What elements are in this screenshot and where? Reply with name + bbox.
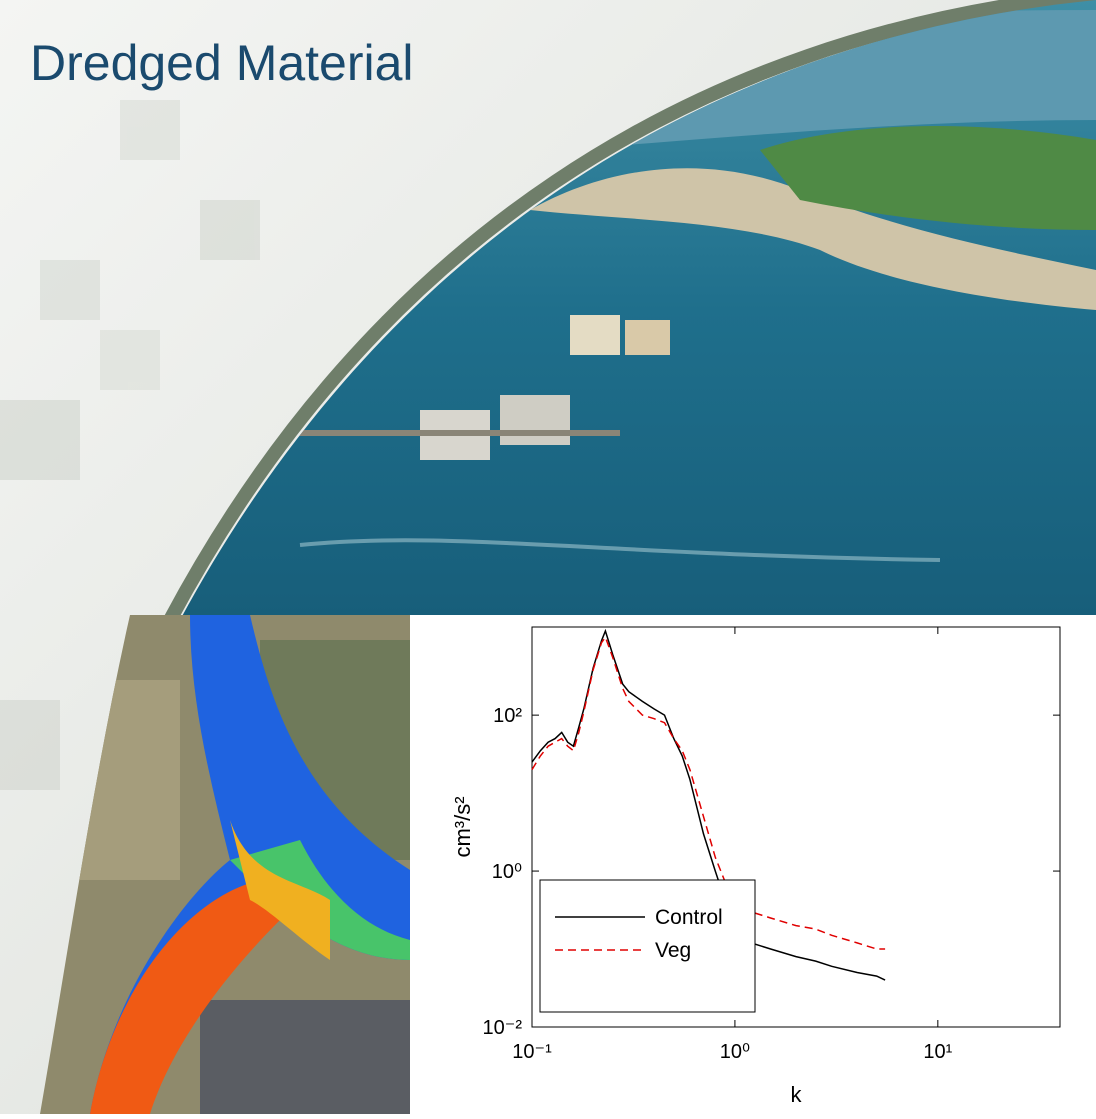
x-tick-label: 10¹ xyxy=(923,1041,952,1063)
slide-title: Dredged Material xyxy=(30,35,414,91)
legend-label: Control xyxy=(655,906,723,929)
x-tick-label: 10⁰ xyxy=(720,1041,750,1063)
x-tick-label: 10⁻¹ xyxy=(512,1041,552,1063)
page: Dredged Material 10⁻¹ 10⁰ 10¹ 10⁻² 10⁰ 10² k cm… xyxy=(0,0,1096,1114)
legend-box xyxy=(540,880,755,1012)
slide: Dredged Material 10⁻¹ 10⁰ 10¹ 10⁻² 10⁰ 10² k cm… xyxy=(0,0,1096,1114)
y-tick-label: 10⁰ xyxy=(492,861,522,883)
y-tick-label: 10⁻² xyxy=(483,1017,523,1039)
x-axis-label: k xyxy=(791,1082,803,1107)
y-tick-label: 10² xyxy=(493,705,522,727)
legend-label: Veg xyxy=(655,939,691,962)
y-axis-label: cm³/s² xyxy=(450,796,475,857)
